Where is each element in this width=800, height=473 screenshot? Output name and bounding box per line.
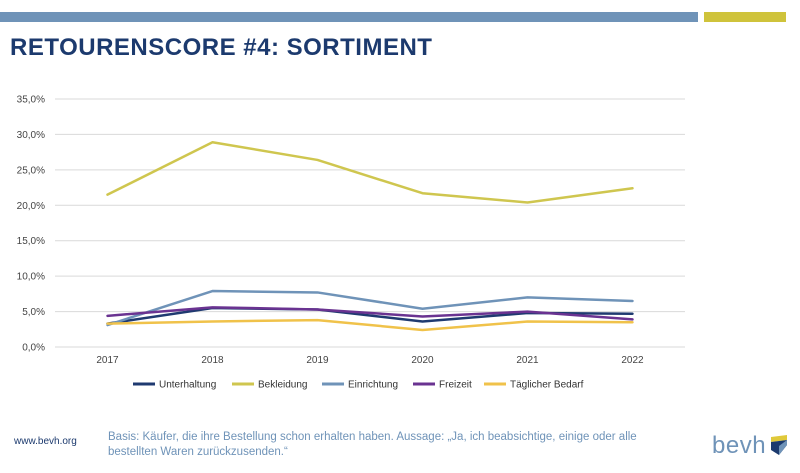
y-tick-label: 10,0%	[17, 272, 45, 283]
y-tick-label: 15,0%	[17, 236, 45, 247]
legend-label: Freizeit	[439, 380, 472, 391]
x-axis-ticks: 2017 2018 2019 2020 2021 2022	[96, 355, 644, 366]
y-tick-label: 30,0%	[17, 130, 45, 141]
y-tick-label: 35,0%	[17, 95, 45, 106]
chart-grid	[55, 98, 685, 348]
legend-label: Bekleidung	[258, 380, 307, 391]
x-tick-label: 2020	[411, 355, 434, 366]
series-line-bekleidung	[106, 140, 634, 204]
chart-legend: Unterhaltung Bekleidung Einrichtung Freizei…	[133, 380, 584, 391]
legend-label: Täglicher Bedarf	[510, 380, 584, 391]
x-tick-label: 2019	[306, 355, 329, 366]
header-bar-yellow	[704, 12, 786, 22]
y-tick-label: 25,0%	[17, 165, 45, 176]
x-tick-label: 2022	[621, 355, 644, 366]
series-line-freizeit	[106, 306, 634, 321]
logo-wordmark: bevh	[712, 432, 767, 459]
chart-series	[106, 140, 634, 332]
page-title: RETOURENSCORE #4: SORTIMENT	[10, 34, 433, 61]
series-line-einrichtung	[106, 289, 634, 327]
y-tick-label: 20,0%	[17, 201, 45, 212]
legend-label: Unterhaltung	[159, 380, 216, 391]
x-tick-label: 2021	[516, 355, 539, 366]
series-line-t-glicher-bedarf	[106, 318, 634, 332]
line-chart: 0,0% 5,0% 10,0% 15,0% 20,0% 25,0% 30,0% 35,0% 2…	[17, 95, 685, 391]
footnote: Basis: Käufer, die ihre Bestellung schon…	[108, 431, 637, 458]
y-axis-ticks: 0,0% 5,0% 10,0% 15,0% 20,0% 25,0% 30,0% 35,0%	[17, 95, 45, 354]
y-tick-label: 5,0%	[22, 307, 45, 318]
x-tick-label: 2017	[96, 355, 119, 366]
y-tick-label: 0,0%	[22, 343, 45, 354]
footer-website[interactable]: www.bevh.org	[14, 436, 77, 447]
bevh-logo: bevh	[712, 432, 792, 462]
logo-shield-icon	[771, 435, 787, 455]
x-tick-label: 2018	[201, 355, 224, 366]
legend-label: Einrichtung	[348, 380, 398, 391]
header-bar-blue	[0, 12, 698, 22]
